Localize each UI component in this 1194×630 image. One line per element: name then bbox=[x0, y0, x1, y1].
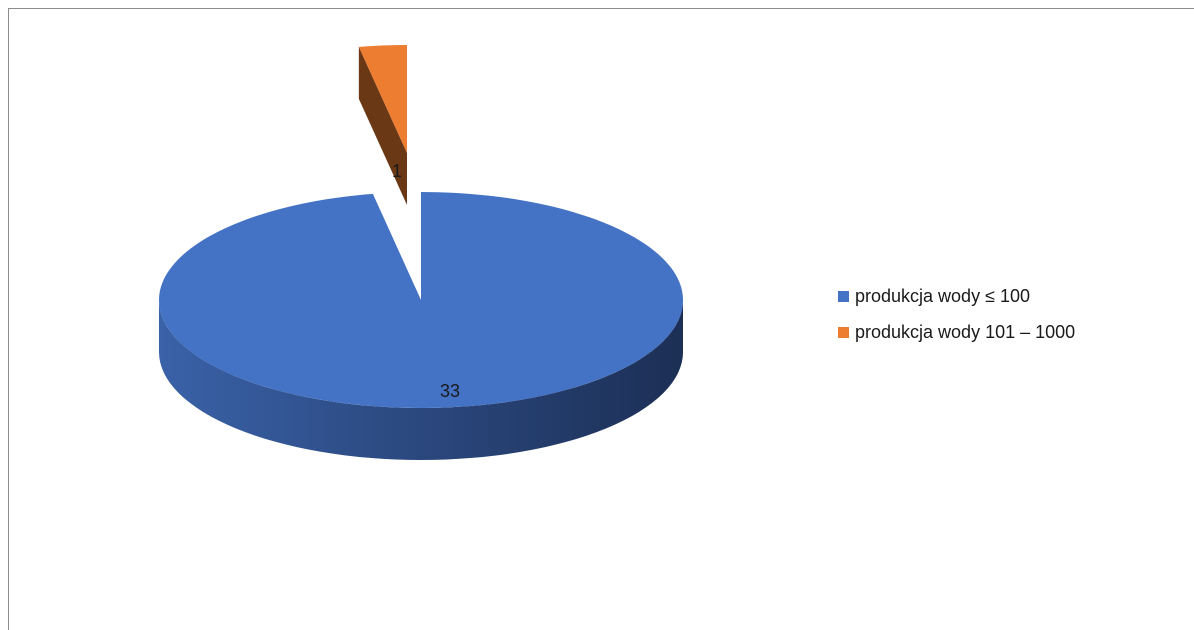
legend-label-0: produkcja wody ≤ 100 bbox=[855, 285, 1030, 306]
pie-slice-0-side bbox=[159, 300, 683, 460]
chart-legend: produkcja wody ≤ 100 produkcja wody 101 … bbox=[838, 285, 1075, 357]
data-label-1: 1 bbox=[392, 161, 402, 181]
pie-slice-0 bbox=[158, 192, 683, 408]
legend-label-1: produkcja wody 101 – 1000 bbox=[855, 321, 1076, 342]
legend-item-0: produkcja wody ≤ 100 bbox=[838, 285, 1075, 307]
pie-slice-1-side bbox=[358, 46, 407, 206]
data-label-0: 33 bbox=[440, 381, 460, 401]
legend-swatch-0 bbox=[838, 290, 849, 302]
legend-swatch-1 bbox=[838, 326, 849, 338]
legend-item-1: produkcja wody 101 – 1000 bbox=[838, 321, 1075, 343]
pie-slice-1 bbox=[358, 45, 407, 153]
